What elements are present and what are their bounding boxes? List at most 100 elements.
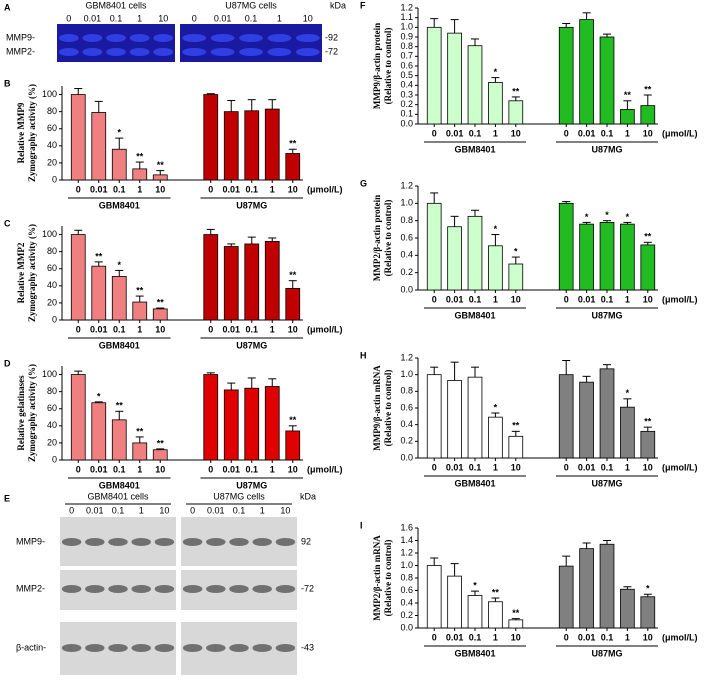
y-tick-label: 100: [42, 369, 57, 379]
x-tick-label: 0.01: [90, 184, 108, 194]
y-tick-label: 40: [47, 140, 57, 150]
y-tick-label: 0.1: [400, 109, 413, 119]
significance: **: [644, 417, 652, 427]
y-axis-label: (Relative to control): [383, 540, 393, 617]
group-label: GBM8401: [99, 480, 140, 490]
band: [58, 48, 79, 56]
unit-label: (μmol/L): [307, 184, 343, 194]
x-tick-label: 0.1: [245, 324, 258, 334]
y-tick-label: 0.0: [400, 622, 413, 632]
x-tick-label: 0: [208, 464, 213, 474]
bar: [599, 543, 615, 629]
significance: *: [494, 402, 498, 412]
bar: [579, 381, 594, 459]
bar: [599, 36, 615, 125]
band: [129, 48, 150, 56]
y-tick-label: 1.4: [400, 535, 413, 545]
band: [210, 48, 235, 56]
bar: [223, 389, 239, 461]
y-axis-label: Relative MMP9: [16, 102, 26, 163]
x-tick-label: 1: [493, 294, 498, 304]
significance: **: [624, 90, 632, 100]
row-label: MMP2-: [6, 46, 35, 56]
bar: [152, 174, 168, 181]
group-label: U87MG: [236, 200, 267, 210]
bar: [508, 619, 524, 629]
y-tick-label: 1.2: [400, 180, 413, 190]
bar: [132, 442, 148, 461]
x-tick-label: 0.01: [446, 128, 464, 138]
bar: [447, 380, 462, 459]
bar: [620, 588, 635, 629]
bar: [426, 202, 442, 291]
lane-label: 10: [303, 13, 313, 23]
y-tick-label: 0.2: [400, 267, 413, 277]
lane-label: 0: [66, 13, 71, 23]
x-tick-label: 0.1: [601, 632, 614, 642]
significance: **: [492, 587, 500, 597]
bar: [467, 45, 483, 125]
band: [153, 34, 174, 42]
row-label: MMP9-: [6, 32, 35, 42]
bar: [579, 548, 594, 629]
lane-label: 10: [280, 505, 290, 515]
y-tick-label: 0.0: [400, 284, 413, 294]
bar: [223, 111, 239, 181]
y-axis-label: (Relative to control): [383, 370, 393, 447]
band: [106, 48, 126, 56]
lane-label: 0.1: [112, 505, 125, 515]
x-tick-label: 10: [155, 324, 165, 334]
bar: [91, 265, 107, 321]
row-label: β-actin-: [16, 642, 46, 652]
x-tick-label: 0.01: [222, 324, 240, 334]
bar: [579, 223, 594, 291]
y-tick-label: 100: [42, 229, 57, 239]
bar: [488, 416, 503, 459]
significance: *: [605, 210, 609, 220]
bar: [111, 276, 127, 321]
significance: **: [157, 160, 165, 170]
unit-label: (μmol/L): [662, 462, 698, 472]
x-tick-label: 1: [625, 294, 630, 304]
y-tick-label: 0: [52, 174, 57, 184]
y-tick-label: 1.2: [400, 352, 413, 362]
y-tick-label: 40: [47, 280, 57, 290]
band: [182, 34, 207, 42]
y-tick-label: 20: [47, 297, 57, 307]
band: [154, 585, 175, 593]
x-tick-label: 0.01: [90, 464, 108, 474]
x-tick-label: 10: [643, 128, 653, 138]
group-label: U87MG: [591, 648, 622, 658]
x-tick-label: 0: [432, 462, 437, 472]
y-tick-label: 1.2: [400, 547, 413, 557]
x-tick-label: 0: [76, 324, 81, 334]
group-label: U87MG: [236, 340, 267, 350]
bar: [579, 19, 594, 125]
blot-group: GBM8401 cells: [85, 0, 147, 10]
y-tick-label: 0.6: [400, 60, 413, 70]
x-tick-label: 0: [76, 464, 81, 474]
band: [275, 644, 296, 652]
x-tick-label: 1: [625, 128, 630, 138]
band: [82, 34, 103, 42]
unit-label: (μmol/L): [307, 464, 343, 474]
significance: *: [473, 581, 477, 591]
lane-label: 1: [260, 505, 265, 515]
row-marker: 92: [301, 536, 311, 546]
x-tick-label: 0.01: [578, 462, 596, 472]
significance: *: [117, 260, 121, 270]
x-tick-label: 0.1: [113, 464, 126, 474]
lane-label: 0: [69, 505, 74, 515]
bar: [152, 308, 168, 321]
lane-label: 0: [192, 13, 197, 23]
lane-label: 1: [277, 13, 282, 23]
band: [108, 538, 128, 546]
significance: **: [136, 151, 144, 161]
y-tick-label: 1.0: [400, 560, 413, 570]
panel-letter: D: [4, 358, 11, 368]
bar: [152, 449, 168, 461]
band: [275, 585, 296, 593]
x-tick-label: 1: [493, 128, 498, 138]
bar: [488, 245, 503, 291]
bar: [426, 26, 442, 125]
